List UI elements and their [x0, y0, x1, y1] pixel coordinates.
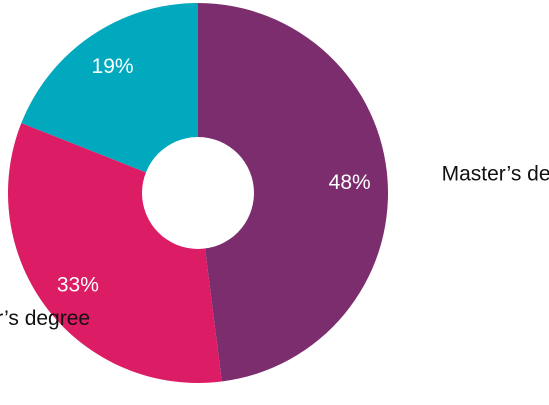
slice-value-label: 48%	[329, 171, 371, 194]
slice-value-label: 19%	[92, 55, 134, 78]
slice-phd	[21, 3, 198, 193]
slice-masters-degree	[198, 2, 389, 382]
slice-value-label: 33%	[57, 274, 99, 297]
slice-category-label: Master’s degree	[442, 163, 549, 186]
slice-category-label: Bachelor’s degree	[0, 307, 90, 330]
donut-labels: 48% Master’s degree 33% Bachelor’s degree 19…	[0, 55, 549, 330]
donut-hole	[142, 137, 254, 249]
